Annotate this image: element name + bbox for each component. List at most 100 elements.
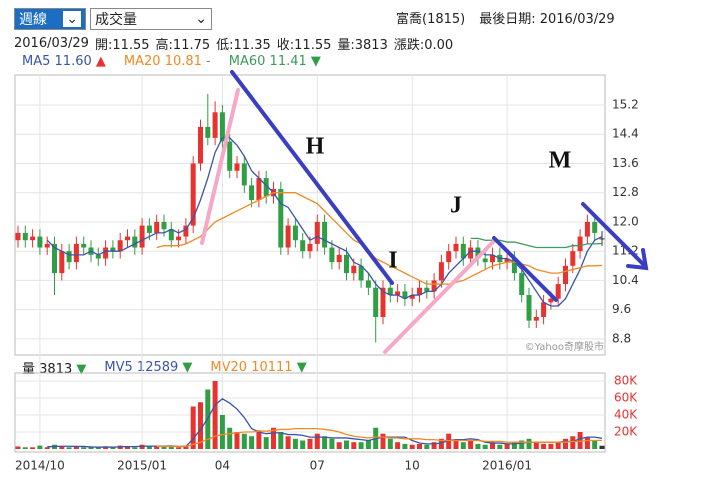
candle-body <box>241 163 247 186</box>
candle-body <box>314 221 320 244</box>
candle-body <box>176 236 182 241</box>
candle-body <box>409 295 415 299</box>
candle-body <box>402 291 408 299</box>
volume-bar <box>475 443 481 449</box>
candle-body <box>490 254 495 263</box>
volume-bar <box>424 444 430 449</box>
plot-layer: 8.89.610.411.212.012.813.614.415.22014/1… <box>15 75 639 473</box>
volume-bar <box>395 442 401 449</box>
volume-bar <box>584 437 590 449</box>
volume-bar <box>402 443 408 449</box>
volume-bar <box>15 446 21 449</box>
candle-body <box>438 262 444 281</box>
candle-body <box>307 243 313 252</box>
volume-bar <box>241 433 247 449</box>
legend-trend: ▼ <box>296 360 307 375</box>
candle-body <box>234 163 240 171</box>
volume-bar <box>176 447 182 449</box>
volume-bar <box>409 444 415 449</box>
volume-bar <box>490 442 495 449</box>
x-tick-label: 07 <box>310 459 325 473</box>
legend-item: MA5 11.60 ▲ <box>22 54 106 69</box>
candle-body <box>205 126 211 138</box>
legend-item: MV20 10111 ▼ <box>210 360 306 375</box>
volume-bar <box>227 427 233 449</box>
legend-item: MA20 10.81 - <box>124 54 211 69</box>
volume-bar <box>446 433 452 449</box>
y-tick-label: 20K <box>614 424 638 438</box>
candle-body <box>475 247 481 259</box>
volume-bar <box>44 447 50 449</box>
candle-body <box>548 298 554 303</box>
candle-body <box>154 221 160 233</box>
period-label: 週線 <box>19 12 47 28</box>
volume-bar <box>460 442 466 449</box>
candle-body <box>190 163 196 226</box>
legend-item: MA60 11.41 ▼ <box>229 54 321 69</box>
indicator-select[interactable]: 成交量 ⌄ <box>90 8 212 30</box>
candle-body <box>555 284 561 299</box>
candle-body <box>15 232 21 241</box>
legend-name: MV20 <box>210 360 248 375</box>
candle-body <box>30 236 36 241</box>
legend-trend: ▼ <box>76 362 87 377</box>
volume-bar <box>599 445 605 449</box>
volume-bar <box>37 445 43 449</box>
volume-bar <box>161 446 167 449</box>
candle-body <box>146 225 152 233</box>
volume-bar <box>59 446 65 449</box>
candle-body <box>300 240 306 252</box>
volume-bar <box>271 427 276 449</box>
candle-body <box>227 141 233 171</box>
period-select[interactable]: 週線 ⌄ <box>14 8 86 30</box>
candle-body <box>358 265 364 281</box>
candle-body <box>161 221 167 230</box>
volume-bar <box>285 436 291 449</box>
volume-bar <box>30 447 36 449</box>
y-tick-label: 10.4 <box>612 273 639 287</box>
volume-bar <box>95 447 101 449</box>
candle-body <box>168 229 174 241</box>
volume-bar <box>351 442 357 449</box>
x-tick-label: 10 <box>405 459 420 473</box>
dropdown-arrow: ⌄ <box>195 11 207 27</box>
indicator-label: 成交量 <box>95 12 137 28</box>
y-tick-label: 8.8 <box>612 331 631 345</box>
legend-trend: - <box>206 54 211 69</box>
info-item: 高:11.75 <box>155 38 211 53</box>
info-item: 低:11.35 <box>216 38 271 53</box>
volume-bar <box>548 443 554 449</box>
volume-bar <box>417 443 422 449</box>
candle-body <box>387 287 393 296</box>
volume-bar <box>198 402 203 449</box>
volume-bar <box>344 440 349 449</box>
candle-body <box>526 295 532 321</box>
legend-name: MA20 <box>123 54 161 69</box>
candle-body <box>212 112 218 138</box>
x-tick-label: 04 <box>215 459 230 473</box>
volume-bar <box>256 430 262 449</box>
y-tick-label: 80K <box>614 373 638 387</box>
candle-body <box>44 243 50 248</box>
volume-bar <box>125 446 130 449</box>
candle-body <box>37 236 43 248</box>
volume-bar <box>307 438 313 449</box>
volume-bar <box>504 443 510 449</box>
y-tick-label: 60K <box>614 390 638 404</box>
volume-bar <box>183 445 189 449</box>
legend-value: 11.60 <box>54 54 92 69</box>
volume-bar <box>497 444 503 449</box>
volume-bar <box>329 438 335 449</box>
legend-name: MA5 <box>22 54 51 69</box>
candle-body <box>380 287 386 317</box>
candle-body <box>431 280 437 292</box>
volume-bar <box>387 438 393 449</box>
legend-trend: ▲ <box>95 54 106 69</box>
volume-bar <box>592 440 598 449</box>
candle-body <box>592 221 598 233</box>
y-tick-label: 15.2 <box>612 97 639 111</box>
candle-body <box>73 243 79 263</box>
candle-body <box>59 251 65 274</box>
legend-value: 10.81 <box>164 54 202 69</box>
candle-body <box>81 243 87 248</box>
